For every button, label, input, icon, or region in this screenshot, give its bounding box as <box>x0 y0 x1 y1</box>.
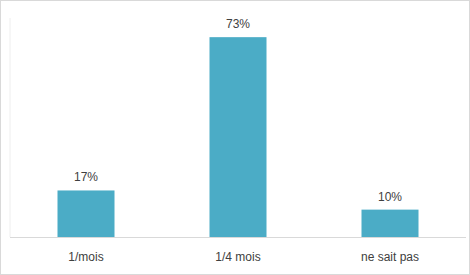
data-label: 17% <box>74 170 98 184</box>
chart: 17% 73% 10% 1/mois 1/4 mois ne sait pas <box>0 0 470 275</box>
chart-frame <box>1 1 470 275</box>
x-axis-line <box>10 237 466 238</box>
y-axis-line <box>10 18 11 237</box>
bar <box>210 37 267 237</box>
bars <box>58 37 419 237</box>
x-tick-label: 1/mois <box>68 250 103 264</box>
chart-container: 17% 73% 10% 1/mois 1/4 mois ne sait pas <box>0 0 470 275</box>
bar <box>362 210 419 237</box>
bar <box>58 190 115 237</box>
data-label: 10% <box>378 190 402 204</box>
x-tick-label: ne sait pas <box>361 250 419 264</box>
data-label: 73% <box>226 17 250 31</box>
x-tick-label: 1/4 mois <box>215 250 260 264</box>
